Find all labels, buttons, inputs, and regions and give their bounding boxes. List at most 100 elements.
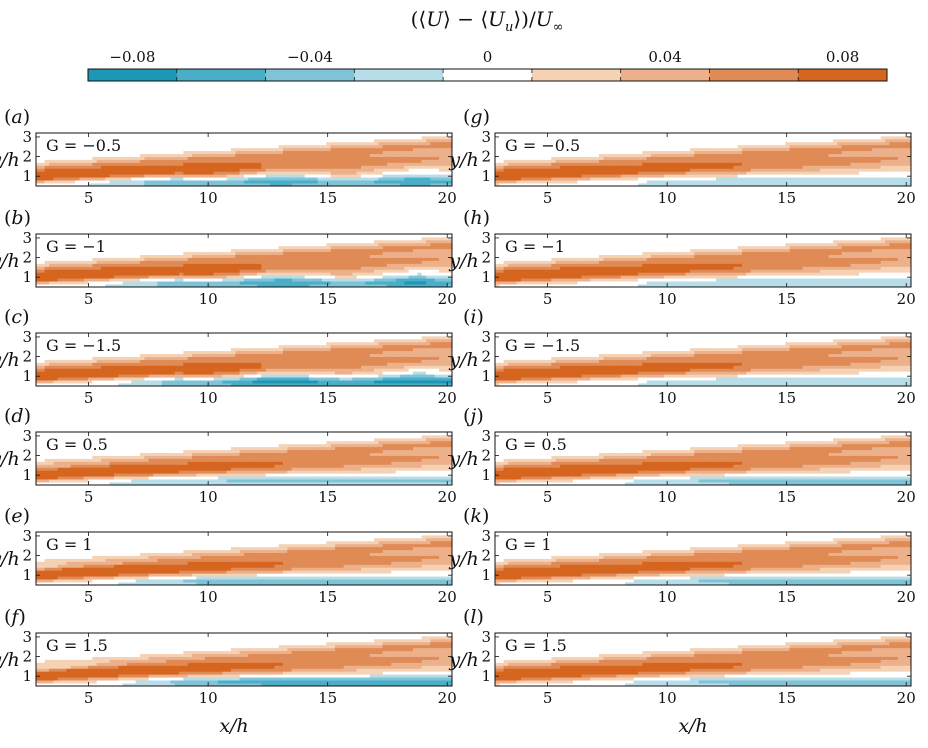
field-cell xyxy=(261,133,266,136)
field-cell xyxy=(365,171,370,174)
field-cell xyxy=(110,234,115,237)
field-cell xyxy=(383,171,388,174)
field-cell xyxy=(53,165,58,168)
field-cell xyxy=(270,148,275,151)
field-cell xyxy=(426,136,431,139)
field-cell xyxy=(179,133,184,136)
field-cell xyxy=(283,261,288,264)
field-cell xyxy=(131,157,136,160)
field-cell xyxy=(240,162,245,165)
field-cell xyxy=(296,180,301,183)
field-cell xyxy=(248,237,253,240)
field-cell xyxy=(196,249,201,252)
field-cell xyxy=(114,249,119,252)
field-cell xyxy=(331,180,336,183)
field-cell xyxy=(400,168,405,171)
field-cell xyxy=(196,261,201,264)
field-cell xyxy=(426,160,431,163)
field-cell xyxy=(279,177,284,180)
field-cell xyxy=(114,160,119,163)
field-cell xyxy=(196,171,201,174)
field-cell xyxy=(296,269,301,272)
field-cell xyxy=(235,174,240,177)
field-cell xyxy=(214,266,219,269)
field-cell xyxy=(339,142,344,145)
field-cell xyxy=(144,154,149,157)
field-cell xyxy=(88,168,93,171)
field-cell xyxy=(49,180,54,183)
field-cell xyxy=(383,180,388,183)
field-cell xyxy=(214,246,219,249)
field-cell xyxy=(110,174,115,177)
field-cell xyxy=(274,160,279,163)
field-cell xyxy=(92,266,97,269)
field-cell xyxy=(40,148,45,151)
field-cell xyxy=(235,148,240,151)
field-cell xyxy=(140,148,145,151)
field-cell xyxy=(435,142,440,145)
field-cell xyxy=(404,165,409,168)
field-cell xyxy=(283,246,288,249)
field-cell xyxy=(123,136,128,139)
field-cell xyxy=(179,234,184,237)
field-cell xyxy=(361,148,366,151)
field-cell xyxy=(71,275,76,278)
field-cell xyxy=(58,258,63,261)
field-cell xyxy=(58,275,63,278)
field-cell xyxy=(296,255,301,258)
field-cell xyxy=(413,171,418,174)
field-cell xyxy=(196,263,201,266)
field-cell xyxy=(244,151,249,154)
field-cell xyxy=(127,243,132,246)
y-tick-label: 2 xyxy=(22,148,32,166)
field-cell xyxy=(40,171,45,174)
field-cell xyxy=(53,177,58,180)
y-tick-label: 1 xyxy=(22,167,32,185)
field-cell xyxy=(136,136,141,139)
field-cell xyxy=(66,275,71,278)
field-cell xyxy=(127,234,132,237)
field-cell xyxy=(300,272,305,275)
field-cell xyxy=(183,165,188,168)
field-cell xyxy=(426,180,431,183)
field-cell xyxy=(387,174,392,177)
field-cell xyxy=(144,148,149,151)
field-cell xyxy=(279,160,284,163)
field-cell xyxy=(192,240,197,243)
field-cell xyxy=(352,148,357,151)
field-cell xyxy=(110,177,115,180)
field-cell xyxy=(71,263,76,266)
field-cell xyxy=(357,171,362,174)
field-cell xyxy=(123,142,128,145)
field-cell xyxy=(227,249,232,252)
field-cell xyxy=(192,151,197,154)
field-cell xyxy=(75,160,80,163)
field-cell xyxy=(205,252,210,255)
field-cell xyxy=(162,148,167,151)
field-cell xyxy=(140,180,145,183)
field-cell xyxy=(300,263,305,266)
field-cell xyxy=(118,180,123,183)
field-cell xyxy=(283,171,288,174)
field-cell xyxy=(435,160,440,163)
field-cell xyxy=(162,249,167,252)
field-cell xyxy=(227,255,232,258)
field-cell xyxy=(248,263,253,266)
field-cell xyxy=(361,157,366,160)
field-cell xyxy=(205,249,210,252)
field-cell xyxy=(430,180,435,183)
field-cell xyxy=(153,142,158,145)
field-cell xyxy=(396,160,401,163)
field-cell xyxy=(140,278,145,281)
field-cell xyxy=(283,168,288,171)
field-cell xyxy=(365,142,370,145)
field-cell xyxy=(231,165,236,168)
field-cell xyxy=(244,249,249,252)
field-cell xyxy=(435,154,440,157)
field-cell xyxy=(222,162,227,165)
field-cell xyxy=(36,234,41,237)
field-cell xyxy=(244,165,249,168)
field-cell xyxy=(270,157,275,160)
field-cell xyxy=(88,261,93,264)
field-cell xyxy=(266,139,271,142)
